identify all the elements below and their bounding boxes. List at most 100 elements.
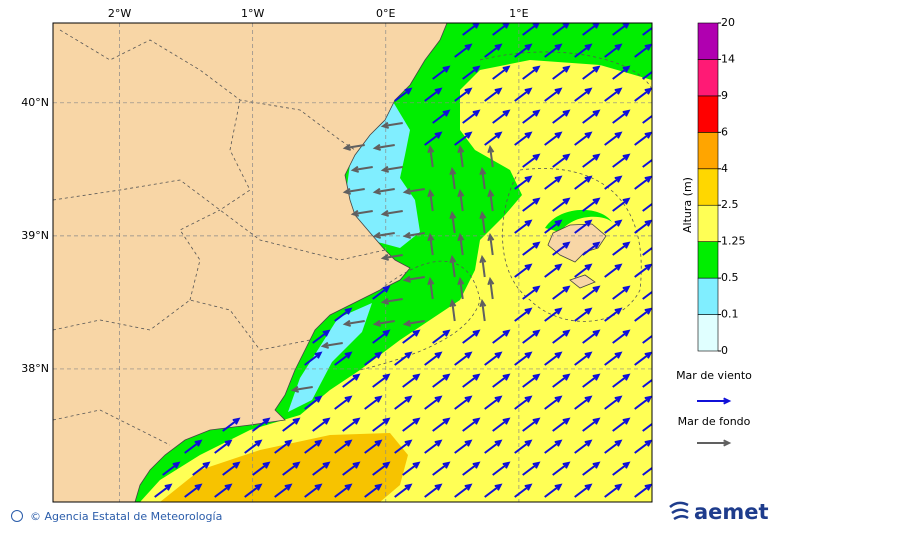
wind-arrow xyxy=(634,483,652,498)
wind-arrow xyxy=(424,131,443,146)
wind-arrow xyxy=(424,395,443,410)
wind-arrow xyxy=(454,351,473,366)
wind-arrow xyxy=(372,373,391,388)
wind-arrow xyxy=(612,285,631,300)
wind-arrow xyxy=(364,439,383,454)
wind-arrow xyxy=(334,483,353,498)
swell-arrow xyxy=(290,385,313,393)
wind-arrow xyxy=(574,263,593,278)
sea-green-ring xyxy=(545,209,612,232)
wind-arrow xyxy=(244,483,263,498)
wind-arrow xyxy=(642,70,652,80)
wind-arrow xyxy=(364,395,383,410)
wind-arrow xyxy=(522,153,541,168)
swell-arrow xyxy=(320,341,343,349)
colorbar-label: 9 xyxy=(721,89,728,102)
lon-label: 1°E xyxy=(509,7,528,20)
credit-icon xyxy=(11,510,23,522)
swell-arrow xyxy=(342,143,365,151)
wind-arrow xyxy=(462,417,481,432)
logo: aemet xyxy=(694,500,769,524)
logo-icon xyxy=(669,501,689,521)
wind-arrow xyxy=(484,43,503,58)
wind-arrow xyxy=(402,373,421,388)
wind-arrow xyxy=(162,461,181,476)
wind-arrow xyxy=(642,422,652,432)
wind-arrow xyxy=(574,43,593,58)
wind-arrow xyxy=(394,483,413,498)
swell-arrow xyxy=(479,166,487,190)
wind-arrow xyxy=(214,483,233,498)
colorbar-label: 0.5 xyxy=(721,271,739,284)
wind-arrow xyxy=(154,483,173,498)
wind-arrow xyxy=(334,395,353,410)
wind-arrow xyxy=(304,351,323,366)
swell-arrow xyxy=(380,121,403,129)
wind-arrow xyxy=(514,219,533,234)
wind-arrow xyxy=(492,65,511,80)
wind-arrow xyxy=(544,351,563,366)
wind-arrow xyxy=(544,263,563,278)
wind-arrow xyxy=(574,351,593,366)
wind-arrow xyxy=(522,461,541,476)
wind-arrow xyxy=(642,26,652,36)
wind-arrow xyxy=(552,417,571,432)
wind-arrow xyxy=(522,285,541,300)
wind-arrow xyxy=(522,109,541,124)
wind-arrow xyxy=(604,43,623,58)
wind-arrow xyxy=(342,461,361,476)
colorbar-segment xyxy=(697,59,719,97)
colorbar-segment xyxy=(697,241,719,279)
colorbar-segment xyxy=(697,95,719,133)
wind-arrow xyxy=(574,87,593,102)
wind-arrow xyxy=(544,307,563,322)
wind-arrow xyxy=(574,483,593,498)
wind-arrow xyxy=(484,351,503,366)
wind-arrow xyxy=(522,65,541,80)
wind-arrow xyxy=(642,114,652,124)
sea-orange xyxy=(160,433,408,502)
swell-arrow xyxy=(449,210,457,234)
swell-arrow xyxy=(449,166,457,190)
wind-arrow xyxy=(522,417,541,432)
wind-arrow xyxy=(604,131,623,146)
wind-arrow xyxy=(514,483,533,498)
swell-arrow xyxy=(380,297,403,305)
wind-arrow xyxy=(612,65,631,80)
wind-arrow xyxy=(252,417,271,432)
wind-arrow xyxy=(612,153,631,168)
wind-arrow xyxy=(514,175,533,190)
wind-arrow xyxy=(282,461,301,476)
wind-arrow xyxy=(612,109,631,124)
wind-arrow xyxy=(424,87,443,102)
wind-arrow xyxy=(642,378,652,388)
wind-arrow xyxy=(604,175,623,190)
wind-arrow xyxy=(642,202,652,212)
wind-arrow xyxy=(514,439,533,454)
wind-arrow xyxy=(402,461,421,476)
wind-arrow xyxy=(574,395,593,410)
wind-arrow xyxy=(552,241,571,256)
wind-arrow xyxy=(582,329,601,344)
wind-arrow xyxy=(462,373,481,388)
lon-label: 1°W xyxy=(241,7,264,20)
wind-arrow xyxy=(432,461,451,476)
wind-arrow xyxy=(514,307,533,322)
wind-arrow xyxy=(634,439,652,454)
wind-arrow xyxy=(184,483,203,498)
wind-arrow xyxy=(604,439,623,454)
colorbar-label: 14 xyxy=(721,52,735,65)
wind-arrow xyxy=(424,439,443,454)
wind-arrow xyxy=(424,483,443,498)
wind-arrow xyxy=(642,290,652,300)
wind-arrow xyxy=(634,219,652,234)
wind-arrow xyxy=(552,329,571,344)
border xyxy=(179,99,251,301)
wind-arrow xyxy=(612,417,631,432)
wind-arrow xyxy=(484,439,503,454)
wind-arrow xyxy=(552,23,570,36)
wind-arrow xyxy=(342,373,361,388)
wind-arrow xyxy=(372,417,391,432)
wind-arrow xyxy=(492,373,511,388)
wind-arrow xyxy=(544,395,563,410)
